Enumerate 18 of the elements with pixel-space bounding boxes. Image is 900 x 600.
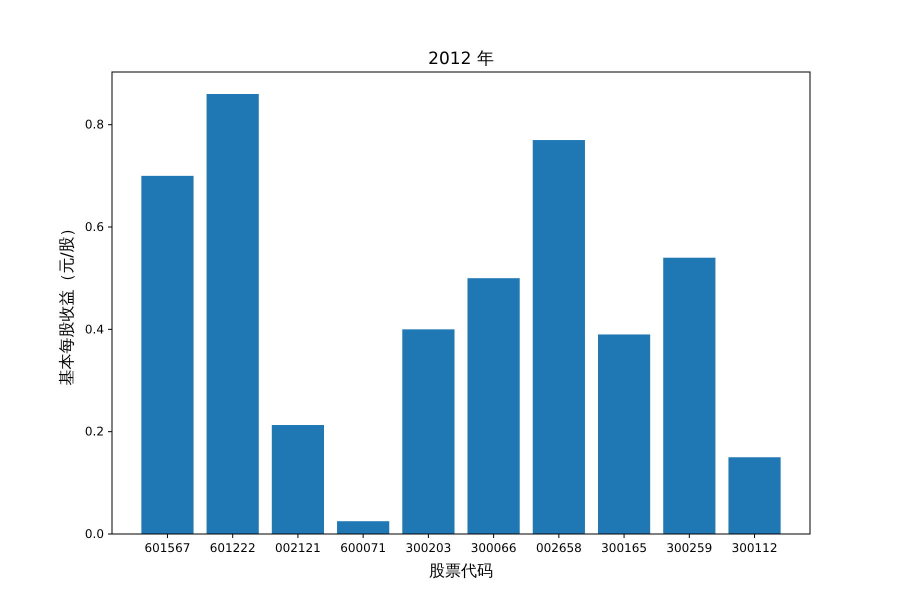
x-tick-label: 601222 bbox=[210, 541, 256, 555]
x-tick-label: 300066 bbox=[470, 541, 517, 555]
y-tick-label: 0.8 bbox=[84, 118, 104, 132]
x-tick-label: 300203 bbox=[405, 541, 452, 555]
x-axis-title: 股票代码 bbox=[429, 561, 493, 580]
x-tick-label: 300112 bbox=[732, 541, 778, 555]
y-tick-label: 0.4 bbox=[84, 322, 104, 336]
x-tick-label: 601567 bbox=[144, 541, 190, 555]
chart-title: 2012 年 bbox=[428, 49, 494, 69]
x-tick-label: 002658 bbox=[536, 541, 582, 555]
y-tick-label: 0.6 bbox=[84, 220, 104, 234]
x-tick-label: 300165 bbox=[601, 541, 647, 555]
x-tick-label: 300259 bbox=[666, 541, 712, 555]
y-tick-label: 0.2 bbox=[84, 424, 104, 439]
y-tick-label: 0.0 bbox=[84, 527, 104, 541]
y-axis-title: 基本每股收益（元/股） bbox=[57, 220, 76, 386]
x-tick-label: 002121 bbox=[275, 541, 321, 555]
x-tick-label: 600071 bbox=[340, 541, 386, 555]
